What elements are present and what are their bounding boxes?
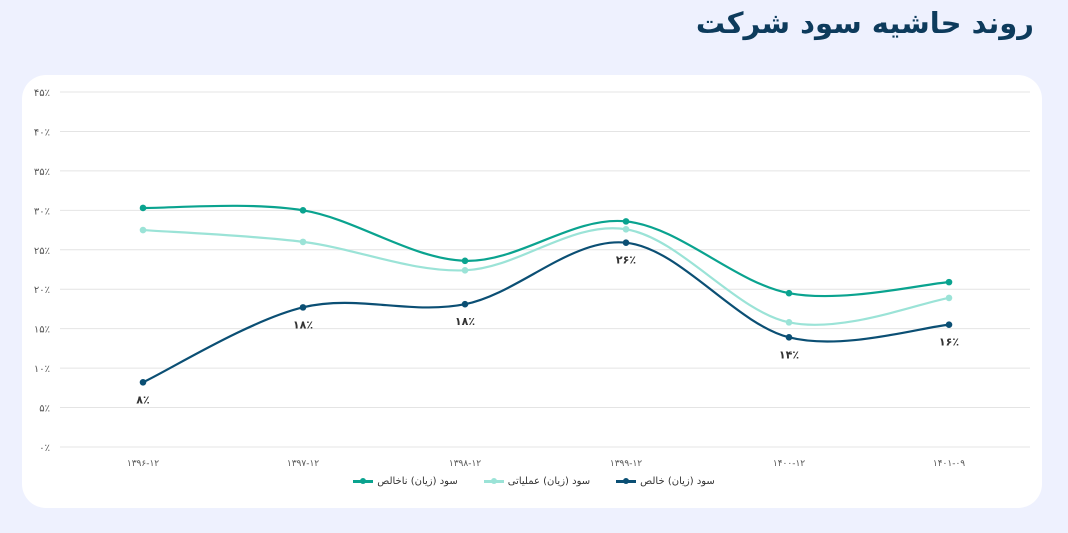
data-label: ۱۸٪	[455, 315, 475, 328]
data-point	[785, 334, 793, 341]
y-tick-label: ۵٪	[39, 404, 50, 415]
x-tick-label: ۱۳۹۷-۱۲	[287, 459, 319, 469]
data-point	[139, 379, 147, 386]
data-point	[139, 204, 147, 212]
data-point	[299, 304, 307, 311]
x-tick-label: ۱۳۹۶-۱۲	[127, 459, 159, 469]
data-point	[945, 294, 953, 302]
data-label: ۱۴٪	[779, 348, 799, 361]
x-tick-label: ۱۳۹۸-۱۲	[449, 459, 481, 469]
x-tick-label: ۱۴۰۰-۱۲	[773, 459, 805, 469]
x-tick-label: ۱۴۰۱-۰۹	[933, 459, 965, 469]
y-tick-label: ۴۵٪	[34, 88, 50, 99]
y-tick-label: ۱۰٪	[34, 364, 50, 375]
data-point	[785, 319, 793, 326]
data-point	[299, 207, 307, 214]
legend-item[interactable]: سود (زیان) عملیاتی	[483, 476, 591, 487]
data-point	[945, 321, 953, 329]
data-label: ۸٪	[136, 393, 149, 406]
page-title: روند حاشیه سود شرکت	[695, 6, 1034, 40]
legend-item[interactable]: سود (زیان) خالص	[616, 476, 715, 487]
data-point	[139, 226, 147, 234]
y-tick-label: ۱۵٪	[34, 325, 50, 336]
legend-swatch-icon	[616, 478, 637, 484]
legend-label: سود (زیان) ناخالص	[377, 476, 458, 487]
x-tick-label: ۱۳۹۹-۱۲	[610, 459, 642, 469]
data-point	[461, 300, 469, 308]
legend-swatch-icon	[353, 478, 374, 484]
data-point	[945, 278, 953, 286]
data-point	[622, 239, 630, 246]
data-point	[461, 257, 469, 265]
y-tick-label: ۲۵٪	[34, 246, 50, 257]
legend-label: سود (زیان) خالص	[640, 476, 715, 487]
data-point	[461, 266, 469, 274]
legend-label: سود (زیان) عملیاتی	[507, 476, 591, 487]
data-point	[785, 289, 793, 297]
chart-card	[22, 75, 1042, 508]
y-tick-label: ۰٪	[39, 443, 50, 454]
data-point	[622, 225, 630, 233]
y-tick-label: ۴۰٪	[34, 127, 50, 138]
data-label: ۱۸٪	[293, 318, 313, 331]
data-point	[299, 238, 307, 246]
legend-item[interactable]: سود (زیان) ناخالص	[353, 476, 458, 487]
chart-legend: سود (زیان) خالص سود (زیان) عملیاتی سود (زی…	[0, 476, 1068, 487]
y-tick-label: ۲۰٪	[34, 285, 50, 296]
data-point	[622, 218, 630, 225]
data-label: ۱۶٪	[939, 336, 959, 349]
y-tick-label: ۳۰٪	[34, 206, 50, 217]
series-line	[142, 227, 950, 326]
series-line	[142, 204, 950, 298]
series-line	[142, 241, 950, 384]
legend-swatch-icon	[483, 478, 504, 484]
y-tick-label: ۳۵٪	[34, 167, 50, 178]
data-label: ۲۶٪	[616, 254, 636, 267]
